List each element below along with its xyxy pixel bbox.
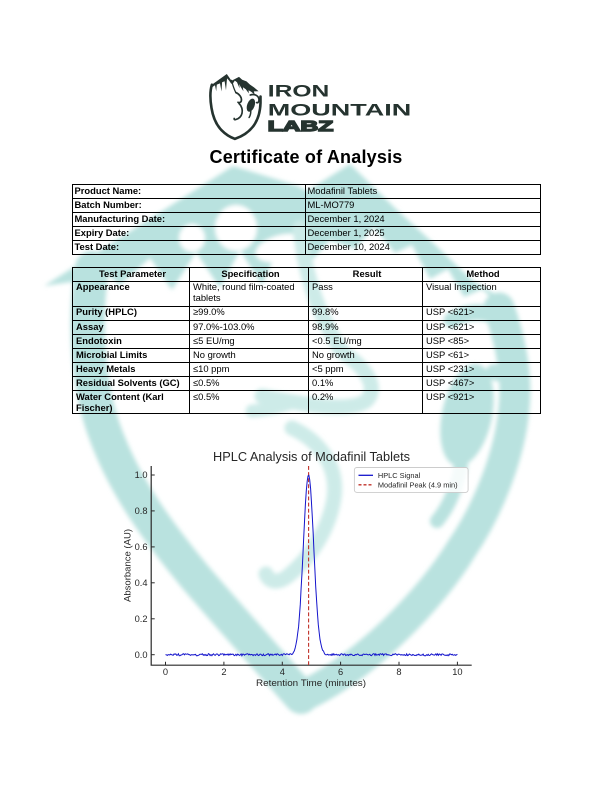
svg-text:HPLC Analysis of Modafinil Tab: HPLC Analysis of Modafinil Tablets — [213, 449, 410, 464]
svg-text:Modafinil Peak (4.9 min): Modafinil Peak (4.9 min) — [378, 480, 458, 489]
svg-text:8: 8 — [396, 667, 401, 677]
svg-text:0.0: 0.0 — [135, 650, 148, 660]
svg-text:4: 4 — [280, 667, 285, 677]
svg-text:0: 0 — [163, 667, 168, 677]
svg-text:10: 10 — [452, 667, 462, 677]
svg-text:HPLC Signal: HPLC Signal — [378, 471, 421, 480]
svg-text:Absorbance (AU): Absorbance (AU) — [123, 529, 134, 602]
svg-text:IRON: IRON — [268, 82, 330, 100]
svg-text:2: 2 — [221, 667, 226, 677]
svg-text:1.0: 1.0 — [135, 470, 148, 480]
svg-text:LABZ: LABZ — [268, 118, 334, 135]
svg-text:0.8: 0.8 — [135, 506, 148, 516]
svg-text:MOUNTAIN: MOUNTAIN — [268, 101, 412, 119]
svg-text:0.2: 0.2 — [135, 614, 148, 624]
svg-text:0.6: 0.6 — [135, 542, 148, 552]
svg-text:0.4: 0.4 — [135, 578, 148, 588]
svg-text:6: 6 — [338, 667, 343, 677]
svg-text:Retention Time (minutes): Retention Time (minutes) — [256, 678, 366, 688]
